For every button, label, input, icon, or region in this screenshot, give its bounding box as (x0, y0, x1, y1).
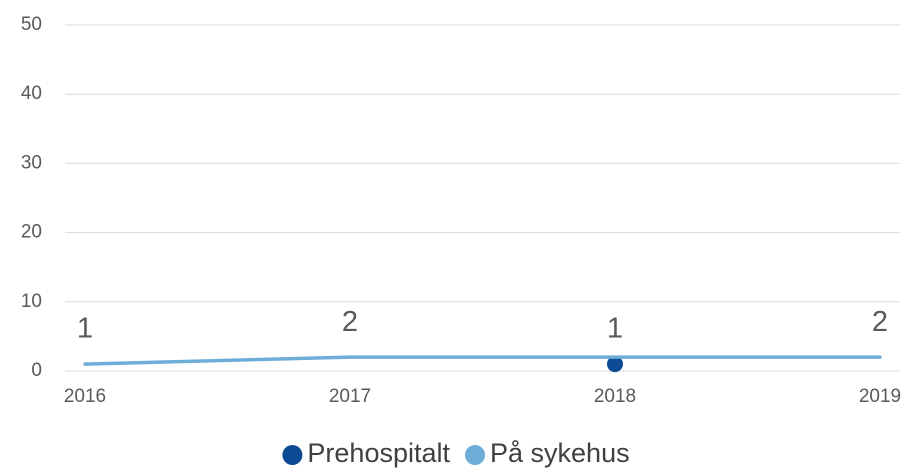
y-tick-label: 50 (21, 14, 42, 35)
data-label: 2 (872, 306, 888, 338)
x-tick-label: 2018 (594, 386, 636, 407)
legend-marker (282, 445, 303, 465)
x-tick-label: 2017 (329, 386, 371, 407)
legend: Prehospitalt På sykehus (282, 438, 630, 468)
x-tick-label: 2019 (859, 386, 901, 407)
data-label: 2 (342, 306, 358, 338)
y-tick-label: 40 (21, 83, 42, 104)
series-line (83, 355, 882, 366)
y-tick-label: 10 (21, 291, 42, 312)
legend-marker (465, 445, 486, 465)
x-tick-label: 2016 (64, 386, 106, 407)
data-point (607, 356, 623, 373)
y-tick-label: 20 (21, 222, 42, 243)
legend-label: På sykehus (490, 438, 630, 468)
y-tick-label: 0 (31, 360, 42, 381)
data-label: 1 (607, 313, 623, 345)
y-tick-label: 30 (21, 152, 42, 173)
legend-label: Prehospitalt (307, 438, 450, 468)
data-label: 1 (77, 313, 93, 345)
